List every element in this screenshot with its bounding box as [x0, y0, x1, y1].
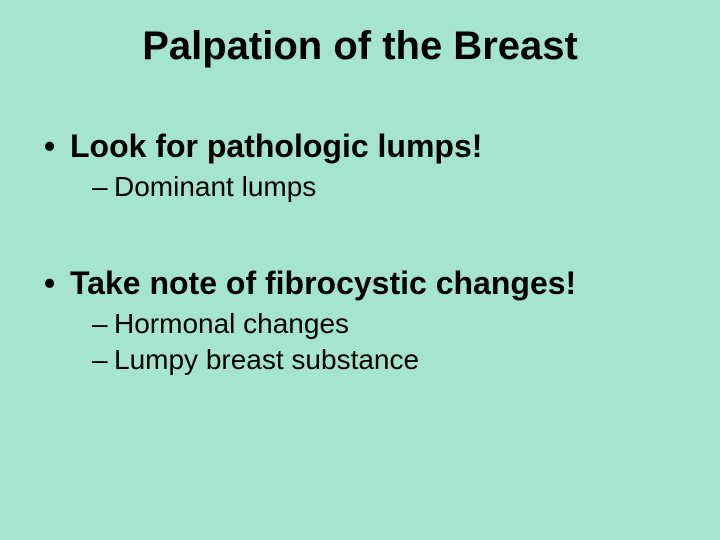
bullet-dash-icon: –: [92, 344, 114, 376]
slide-title: Palpation of the Breast: [0, 24, 720, 69]
bullet-level2: –Lumpy breast substance: [92, 344, 680, 376]
bullet-text: Look for pathologic lumps!: [70, 128, 482, 164]
slide: Palpation of the Breast •Look for pathol…: [0, 0, 720, 540]
slide-content: •Look for pathologic lumps! –Dominant lu…: [44, 128, 680, 380]
bullet-level2: –Dominant lumps: [92, 171, 680, 203]
bullet-dash-icon: –: [92, 308, 114, 340]
bullet-dash-icon: –: [92, 171, 114, 203]
bullet-text: Take note of fibrocystic changes!: [70, 265, 576, 301]
bullet-level1: •Look for pathologic lumps!: [44, 128, 680, 165]
bullet-dot-icon: •: [44, 128, 70, 165]
subbullet-text: Hormonal changes: [114, 308, 349, 339]
subbullet-text: Dominant lumps: [114, 171, 316, 202]
bullet-dot-icon: •: [44, 265, 70, 302]
bullet-level2: –Hormonal changes: [92, 308, 680, 340]
spacer: [44, 207, 680, 265]
subbullet-text: Lumpy breast substance: [114, 344, 419, 375]
bullet-level1: •Take note of fibrocystic changes!: [44, 265, 680, 302]
